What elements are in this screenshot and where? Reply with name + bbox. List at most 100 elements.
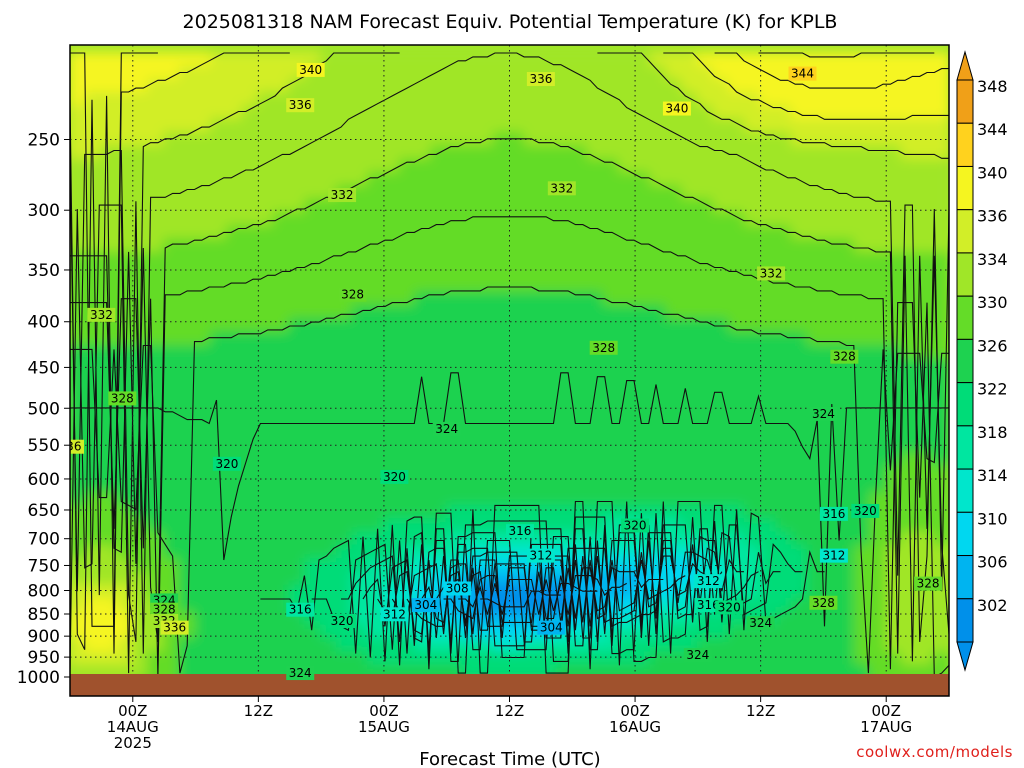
colorbar-segment <box>956 338 974 384</box>
contour-label-bg <box>809 406 838 421</box>
contour-label: 312 <box>697 574 720 588</box>
contour-label: 312 <box>383 607 406 621</box>
colorbar-segment <box>956 511 974 557</box>
contour-line <box>758 52 935 58</box>
x-tick-label: 14AUG <box>107 718 159 736</box>
x-tick-label: 17AUG <box>860 718 912 736</box>
contour-label: 316 <box>509 524 532 538</box>
contour-label: 328 <box>592 341 615 355</box>
contour-line <box>341 524 781 659</box>
contour-label-bg <box>819 548 848 563</box>
y-tick-label: 650 <box>28 501 60 521</box>
y-tick-label: 350 <box>28 261 60 281</box>
contour-label-bg <box>830 349 859 364</box>
contour-label-bg <box>150 602 179 617</box>
contour-label: 316 <box>697 598 720 612</box>
colorbar-segment <box>956 252 974 297</box>
contour-label-bg <box>87 307 116 322</box>
x-tick-label: 12Z <box>746 702 775 720</box>
colorbar-label: 306 <box>977 553 1008 572</box>
contour-line <box>458 578 598 615</box>
contour-label: 316 <box>289 603 312 617</box>
contour-line <box>70 372 949 627</box>
surface-bar <box>70 674 949 696</box>
y-tick-label: 850 <box>28 605 60 625</box>
contour-line <box>70 286 949 674</box>
contour-label: 332 <box>550 181 573 195</box>
y-tick-label: 400 <box>28 313 60 333</box>
colorbar-label: 334 <box>977 250 1008 269</box>
y-axis: 2503003504004505005506006507007508008509… <box>17 131 70 688</box>
contour-label: 328 <box>833 350 856 364</box>
x-tick-label: 00Z <box>872 702 901 720</box>
contour-label: 324 <box>686 648 709 662</box>
y-tick-label: 450 <box>28 358 60 378</box>
x-tick-label: 00Z <box>118 702 147 720</box>
colorbar-label: 318 <box>977 423 1008 442</box>
colorbar-label: 322 <box>977 380 1008 399</box>
x-tick-label: 2025 <box>114 734 152 752</box>
contour-label: 320 <box>331 614 354 628</box>
contour-label: 336 <box>59 440 82 454</box>
contour-line <box>70 52 949 654</box>
x-tick-label: 00Z <box>620 702 649 720</box>
contour-label-bg <box>328 188 357 203</box>
contour-label-bg <box>296 62 325 77</box>
colorbar-label: 348 <box>977 77 1008 96</box>
y-tick-label: 750 <box>28 556 60 576</box>
contour-label-bg <box>380 607 409 622</box>
contour-label: 320 <box>718 600 741 614</box>
contour-label: 304 <box>414 598 437 612</box>
contour-line <box>70 216 949 678</box>
y-tick-label: 900 <box>28 627 60 647</box>
contour-label: 324 <box>435 422 458 436</box>
contour-label-bg <box>286 666 315 681</box>
contour-label: 336 <box>289 98 312 112</box>
contour-label-bg <box>70 439 84 454</box>
contour-label-bg <box>537 620 566 635</box>
y-tick-label: 500 <box>28 399 60 419</box>
contour-label: 328 <box>341 288 364 302</box>
contour-label-bg <box>621 518 650 533</box>
contour-label: 320 <box>624 518 647 532</box>
colorbar-label: 344 <box>977 120 1008 139</box>
contour-label: 336 <box>529 72 552 86</box>
contour-label: 332 <box>331 188 354 202</box>
colorbar-segment <box>956 165 974 211</box>
contour-label-bg <box>914 576 943 591</box>
contour-label-bg <box>715 600 744 615</box>
contour-label-bg <box>757 266 786 281</box>
colorbar-segment <box>956 598 974 643</box>
contour-label: 328 <box>812 596 835 610</box>
contour-label-bg <box>286 602 315 617</box>
contour-label-bg <box>212 456 241 471</box>
contour-line <box>70 138 949 662</box>
colorbar-top-arrow <box>956 50 974 81</box>
contour-label: 344 <box>791 67 814 81</box>
contour-label: 328 <box>153 603 176 617</box>
contour-label: 320 <box>383 470 406 484</box>
contour-label: 316 <box>822 507 845 521</box>
contour-label-bg <box>328 614 357 629</box>
x-axis-label: Forecast Time (UTC) <box>419 749 600 768</box>
contour-label-bg <box>526 72 555 87</box>
y-tick-label: 600 <box>28 470 60 490</box>
contour-line <box>70 52 949 642</box>
colorbar-segment <box>956 425 974 470</box>
colorbar-label: 314 <box>977 466 1008 485</box>
colorbar-segment <box>956 555 974 600</box>
plot-area: 340 344 336 336 340 332 332 332 332 328 328 328 328 3… <box>59 45 949 696</box>
x-tick-label: 12Z <box>244 702 273 720</box>
y-tick-label: 250 <box>28 131 60 151</box>
contour-label: 304 <box>540 621 563 635</box>
contour-label: 328 <box>111 391 134 405</box>
contour-line <box>480 590 561 608</box>
colorbar-bottom-arrow <box>956 641 974 672</box>
contour-label: 336 <box>163 621 186 635</box>
contour-label-bg <box>746 616 775 631</box>
y-tick-label: 700 <box>28 530 60 550</box>
contour-label: 320 <box>216 457 239 471</box>
contour-label: 332 <box>760 266 783 280</box>
contour-label-bg <box>160 620 189 635</box>
